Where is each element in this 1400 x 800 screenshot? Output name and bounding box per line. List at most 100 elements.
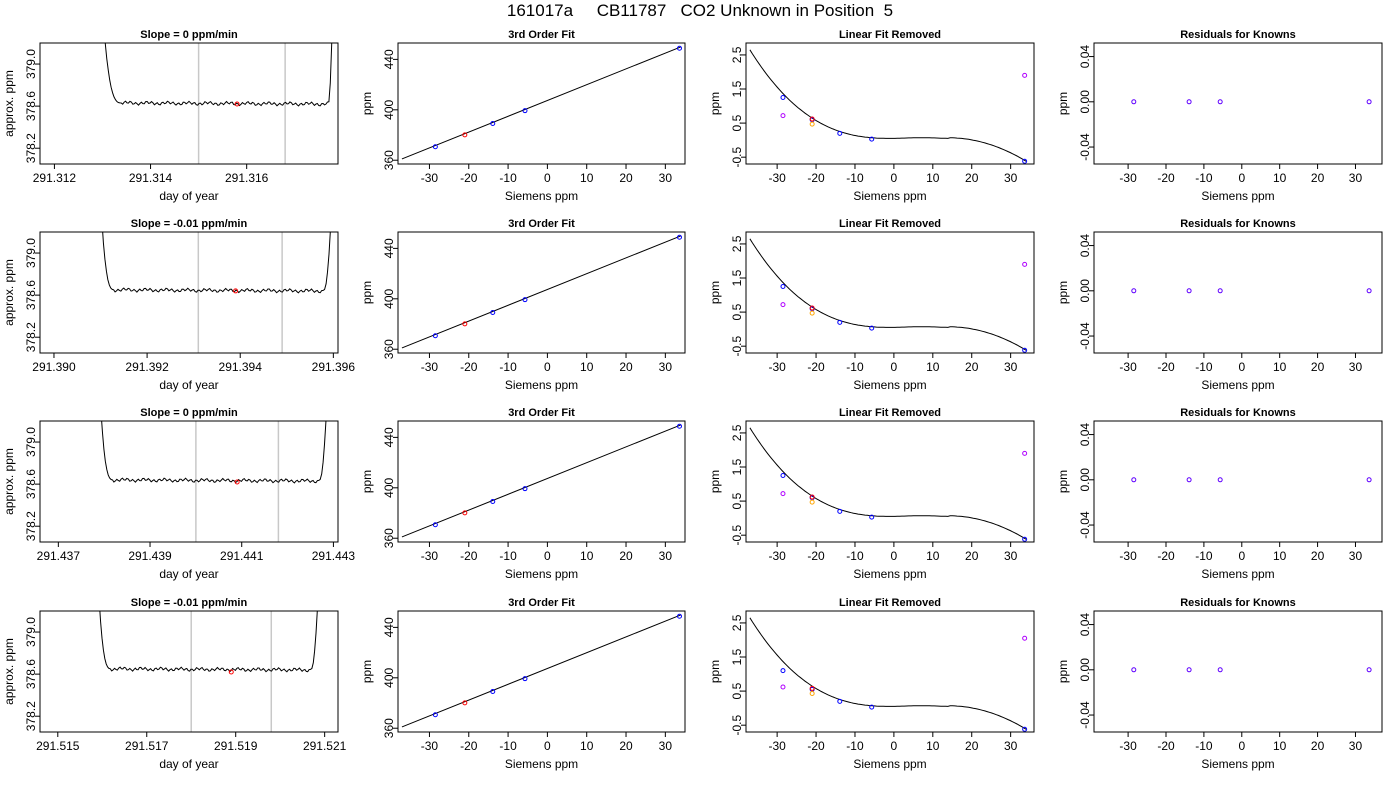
average-point	[233, 288, 239, 294]
y-tick-label: 0.04	[1078, 234, 1092, 258]
plot-frame	[39, 420, 339, 543]
y-tick-label: -0.04	[1078, 322, 1092, 350]
plot-frame	[397, 610, 686, 733]
y-axis-label: ppm	[708, 470, 722, 493]
plot-frame	[39, 610, 339, 733]
plot-data	[749, 617, 1028, 732]
fit-line	[401, 235, 682, 349]
y-tick-label: 378.2	[24, 322, 38, 352]
residual-curve	[749, 238, 1027, 351]
data-point	[869, 325, 875, 331]
chart-panel-10: 3rd Order Fit -30 -20 -10 0 10 20 30 360 400 440 Si…	[360, 407, 686, 581]
y-tick-label: 1.5	[730, 80, 744, 97]
y-tick-label: 400	[382, 477, 396, 497]
data-point	[869, 136, 875, 142]
y-tick-label: 0.04	[1078, 45, 1092, 69]
x-tick-label: 10	[926, 739, 940, 753]
plot-data	[104, 43, 333, 164]
data-point	[809, 116, 815, 122]
x-tick-label: 20	[619, 739, 633, 753]
plot-frame	[1093, 610, 1383, 733]
chart-panel-9: Slope = 0 ppm/min 291.437 291.439 291.441 29…	[2, 407, 356, 581]
y-tick-label: -0.5	[730, 147, 744, 168]
data-point	[462, 700, 468, 706]
chart-title: 3rd Order Fit	[508, 597, 575, 609]
data-point	[809, 685, 815, 691]
x-tick-label: 291.316	[225, 171, 269, 185]
average-point	[234, 101, 240, 107]
data-point	[1366, 288, 1372, 294]
x-tick-label: 30	[659, 360, 673, 374]
x-tick-label: 0	[1238, 739, 1245, 753]
x-tick-label: -10	[846, 739, 864, 753]
x-tick-label: 10	[1273, 360, 1287, 374]
chart-title: Slope = 0 ppm/min	[140, 407, 238, 419]
y-tick-label: 0.5	[730, 492, 744, 509]
data-point	[837, 698, 843, 704]
chart-title: 3rd Order Fit	[508, 218, 575, 230]
x-tick-label: -10	[499, 549, 517, 563]
plot-frame	[397, 420, 686, 543]
x-tick-label: 30	[1349, 171, 1363, 185]
plot-data	[749, 49, 1028, 164]
y-tick-label: 400	[382, 288, 396, 308]
x-tick-label: -20	[460, 739, 478, 753]
plot-data	[1131, 667, 1372, 673]
plot-frame	[745, 231, 1035, 354]
y-axis-label: ppm	[360, 92, 374, 115]
x-tick-label: 10	[926, 360, 940, 374]
y-tick-label: 2.5	[730, 424, 744, 441]
x-tick-label: 0	[544, 549, 551, 563]
x-tick-label: 291.443	[312, 549, 356, 563]
fit-line	[401, 46, 682, 160]
data-point	[490, 689, 496, 695]
plot-data	[101, 421, 327, 542]
y-tick-label: 379.0	[24, 617, 38, 647]
y-axis-label: ppm	[360, 470, 374, 493]
x-tick-label: -10	[1195, 360, 1213, 374]
x-tick-label: 30	[1349, 739, 1363, 753]
fit-line	[401, 614, 682, 728]
y-tick-label: 400	[382, 667, 396, 687]
x-axis-label: day of year	[159, 567, 218, 581]
x-tick-label: 30	[659, 171, 673, 185]
chart-title: Slope = -0.01 ppm/min	[131, 218, 248, 230]
chart-panel-4: Residuals for Knowns -30 -20 -10 0 10 20 30 -0.0…	[1056, 29, 1383, 203]
chart-panel-6: 3rd Order Fit -30 -20 -10 0 10 20 30 360 400 440 Si…	[360, 218, 686, 392]
measurement-trace	[102, 232, 331, 294]
data-point	[780, 491, 786, 497]
data-point	[780, 284, 786, 290]
x-tick-label: 20	[965, 739, 979, 753]
chart-title: Linear Fit Removed	[839, 29, 941, 41]
data-point	[1217, 99, 1223, 105]
y-tick-label: 0.04	[1078, 423, 1092, 447]
y-tick-label: 0.00	[1078, 279, 1092, 303]
y-tick-label: 2.5	[730, 46, 744, 63]
plot-data	[401, 613, 682, 728]
x-axis-label: Siemens ppm	[1201, 189, 1274, 203]
y-tick-label: 0.5	[730, 114, 744, 131]
data-point	[1366, 667, 1372, 673]
data-point	[522, 108, 528, 114]
residual-curve	[749, 427, 1027, 540]
y-tick-label: 379.0	[24, 427, 38, 457]
x-tick-label: -10	[499, 171, 517, 185]
x-tick-label: 0	[891, 549, 898, 563]
x-tick-label: 291.517	[125, 739, 169, 753]
y-tick-label: 440	[382, 49, 396, 69]
y-axis-label: approx. ppm	[2, 638, 16, 705]
x-tick-label: -10	[1195, 739, 1213, 753]
y-tick-label: 378.6	[24, 91, 38, 121]
chart-title: Residuals for Knowns	[1180, 218, 1296, 230]
chart-panel-8: Residuals for Knowns -30 -20 -10 0 10 20 30 -0.0…	[1056, 218, 1383, 392]
x-tick-label: 291.390	[32, 360, 76, 374]
chart-panel-7: Linear Fit Removed -30 -20 -10 0 10 20 30 -0.5 0.…	[708, 218, 1035, 392]
x-tick-label: 10	[580, 739, 594, 753]
y-tick-label: 1.5	[730, 458, 744, 475]
x-axis-label: Siemens ppm	[505, 757, 578, 771]
x-tick-label: -30	[421, 360, 439, 374]
data-point	[1022, 726, 1028, 732]
plot-data	[1131, 99, 1372, 105]
x-axis-label: Siemens ppm	[505, 378, 578, 392]
